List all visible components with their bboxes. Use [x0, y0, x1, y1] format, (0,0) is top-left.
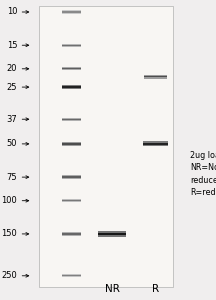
Text: 2ug loading
NR=Non-
reduced
R=reduced: 2ug loading NR=Non- reduced R=reduced	[190, 151, 216, 197]
Bar	[62, 274, 81, 278]
Bar	[98, 233, 126, 235]
Bar	[62, 68, 81, 69]
Bar	[62, 176, 81, 179]
Text: NR: NR	[105, 284, 120, 295]
FancyBboxPatch shape	[39, 6, 173, 286]
Text: 50: 50	[7, 140, 17, 148]
Text: 20: 20	[7, 64, 17, 73]
Bar	[62, 44, 81, 47]
Text: 100: 100	[2, 196, 17, 205]
Bar	[143, 142, 168, 146]
Text: 37: 37	[6, 115, 17, 124]
Bar	[62, 118, 81, 120]
Text: 15: 15	[7, 41, 17, 50]
Bar	[62, 10, 81, 14]
Text: 75: 75	[7, 172, 17, 182]
Text: 10: 10	[7, 8, 17, 16]
Text: 150: 150	[2, 230, 17, 238]
Bar	[62, 85, 81, 89]
Bar	[62, 233, 81, 235]
Text: 25: 25	[7, 82, 17, 91]
Bar	[62, 67, 81, 70]
Bar	[62, 45, 81, 46]
Bar	[62, 200, 81, 201]
Bar	[62, 86, 81, 88]
Bar	[144, 76, 167, 77]
Bar	[144, 75, 167, 79]
Bar	[62, 142, 81, 146]
Bar	[62, 232, 81, 236]
Bar	[62, 143, 81, 145]
Bar	[62, 176, 81, 178]
Bar	[98, 231, 126, 237]
Bar	[62, 199, 81, 202]
Text: R: R	[152, 284, 159, 295]
Bar	[143, 143, 168, 145]
Text: 250: 250	[2, 271, 17, 280]
Bar	[62, 118, 81, 121]
Bar	[62, 275, 81, 276]
Bar	[62, 11, 81, 13]
